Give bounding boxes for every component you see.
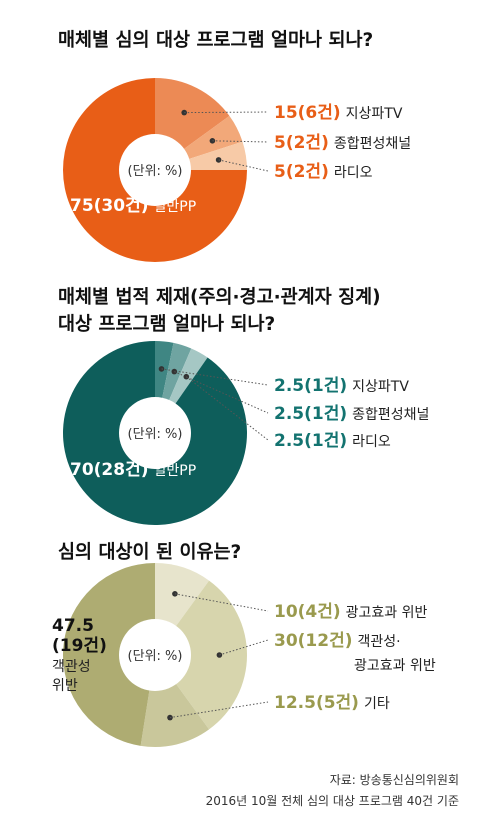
chart2-title-line2: 대상 프로그램 얼마나 되나? [58, 314, 276, 335]
chart3-leader-line-1 [219, 639, 269, 656]
chart2-label-2: 2.5(1건) 라디오 [274, 431, 391, 451]
chart3-value-3-line2: (19건) [52, 636, 107, 656]
chart3-category-1: 객관성· [358, 634, 401, 650]
chart3-value-2: 12.5(5건) [274, 693, 359, 713]
chart1-label-0: 15(6건) 지상파TV [274, 103, 403, 123]
chart3-leader-line-2 [169, 701, 269, 719]
chart1-unit-label: (단위: %) [128, 164, 183, 179]
chart2-value-1: 2.5(1건) [274, 404, 347, 424]
chart1-category-3: 일반PP [154, 199, 197, 215]
chart1-category-0: 지상파TV [346, 106, 403, 122]
chart2-leader-line-0 [161, 368, 269, 386]
chart3-category-3-line1: 객관성 [52, 659, 91, 675]
chart1-donut-hole [119, 134, 191, 206]
chart2-donut: (단위: %) 2.5(1건) 지상파TV 2.5(1건) 종합편성채널 2.5(1건) 라… [63, 341, 429, 525]
chart3-title: 심의 대상이 된 이유는? [58, 542, 242, 563]
chart3-label-1: 30(12건) 객관성· [274, 631, 401, 651]
chart1-label-1: 5(2건) 종합편성채널 [274, 133, 411, 153]
chart1-value-0: 15(6건) [274, 103, 341, 123]
source-line1: 자료: 방송통신심의위원회 [329, 773, 459, 787]
source-line2: 2016년 10월 전체 심의 대상 프로그램 40건 기준 [205, 794, 459, 808]
chart3-category-0: 광고효과 위반 [346, 605, 428, 621]
chart1-leader-line-1 [212, 140, 269, 143]
chart2-donut-hole [119, 397, 191, 469]
chart1-label-2: 5(2건) 라디오 [274, 162, 373, 182]
chart3-value-0: 10(4건) [274, 602, 341, 622]
chart3-slice-1 [155, 580, 248, 730]
chart2-label-3: 70(28건) 일반PP [70, 460, 196, 480]
chart3-label-0: 10(4건) 광고효과 위반 [274, 602, 428, 622]
chart3-unit-label: (단위: %) [128, 649, 183, 664]
chart3-donut-hole [119, 619, 191, 691]
chart2-title-line1: 매체별 법적 제재(주의·경고·관계자 징계) [58, 287, 381, 308]
chart1-leader-line-2 [218, 159, 269, 172]
chart3-category-1-line2: 광고효과 위반 [354, 658, 436, 674]
chart2-category-0: 지상파TV [352, 379, 409, 395]
chart1-label-3: 75(30건) 일반PP [70, 196, 196, 216]
chart2-value-3: 70(28건) [70, 460, 149, 480]
chart2-category-1: 종합편성채널 [352, 407, 429, 423]
chart1-donut: (단위: %) 15(6건) 지상파TV 5(2건) 종합편성채널 5(2건) 라디오 75(… [63, 78, 411, 262]
chart2-leader-line-1 [174, 371, 269, 414]
chart1-category-2: 라디오 [334, 165, 373, 181]
chart2-label-1: 2.5(1건) 종합편성채널 [274, 404, 429, 424]
chart1-value-1: 5(2건) [274, 133, 329, 153]
chart1-category-1: 종합편성채널 [334, 136, 411, 152]
chart2-label-0: 2.5(1건) 지상파TV [274, 376, 409, 396]
chart3-slice-3 [62, 563, 155, 746]
chart3-label-2: 12.5(5건) 기타 [274, 693, 390, 713]
chart2-value-0: 2.5(1건) [274, 376, 347, 396]
chart3-value-3-line1: 47.5 [52, 616, 94, 636]
chart1-value-3: 75(30건) [70, 196, 149, 216]
chart1-value-2: 5(2건) [274, 162, 329, 182]
chart1-title: 매체별 심의 대상 프로그램 얼마나 되나? [58, 30, 374, 51]
chart3-category-3-line2: 위반 [52, 678, 78, 694]
chart2-category-3: 일반PP [154, 463, 197, 479]
chart3-category-2: 기타 [364, 696, 390, 712]
chart2-category-2: 라디오 [352, 434, 391, 450]
chart2-value-2: 2.5(1건) [274, 431, 347, 451]
chart2-unit-label: (단위: %) [128, 427, 183, 442]
chart3-value-1: 30(12건) [274, 631, 353, 651]
